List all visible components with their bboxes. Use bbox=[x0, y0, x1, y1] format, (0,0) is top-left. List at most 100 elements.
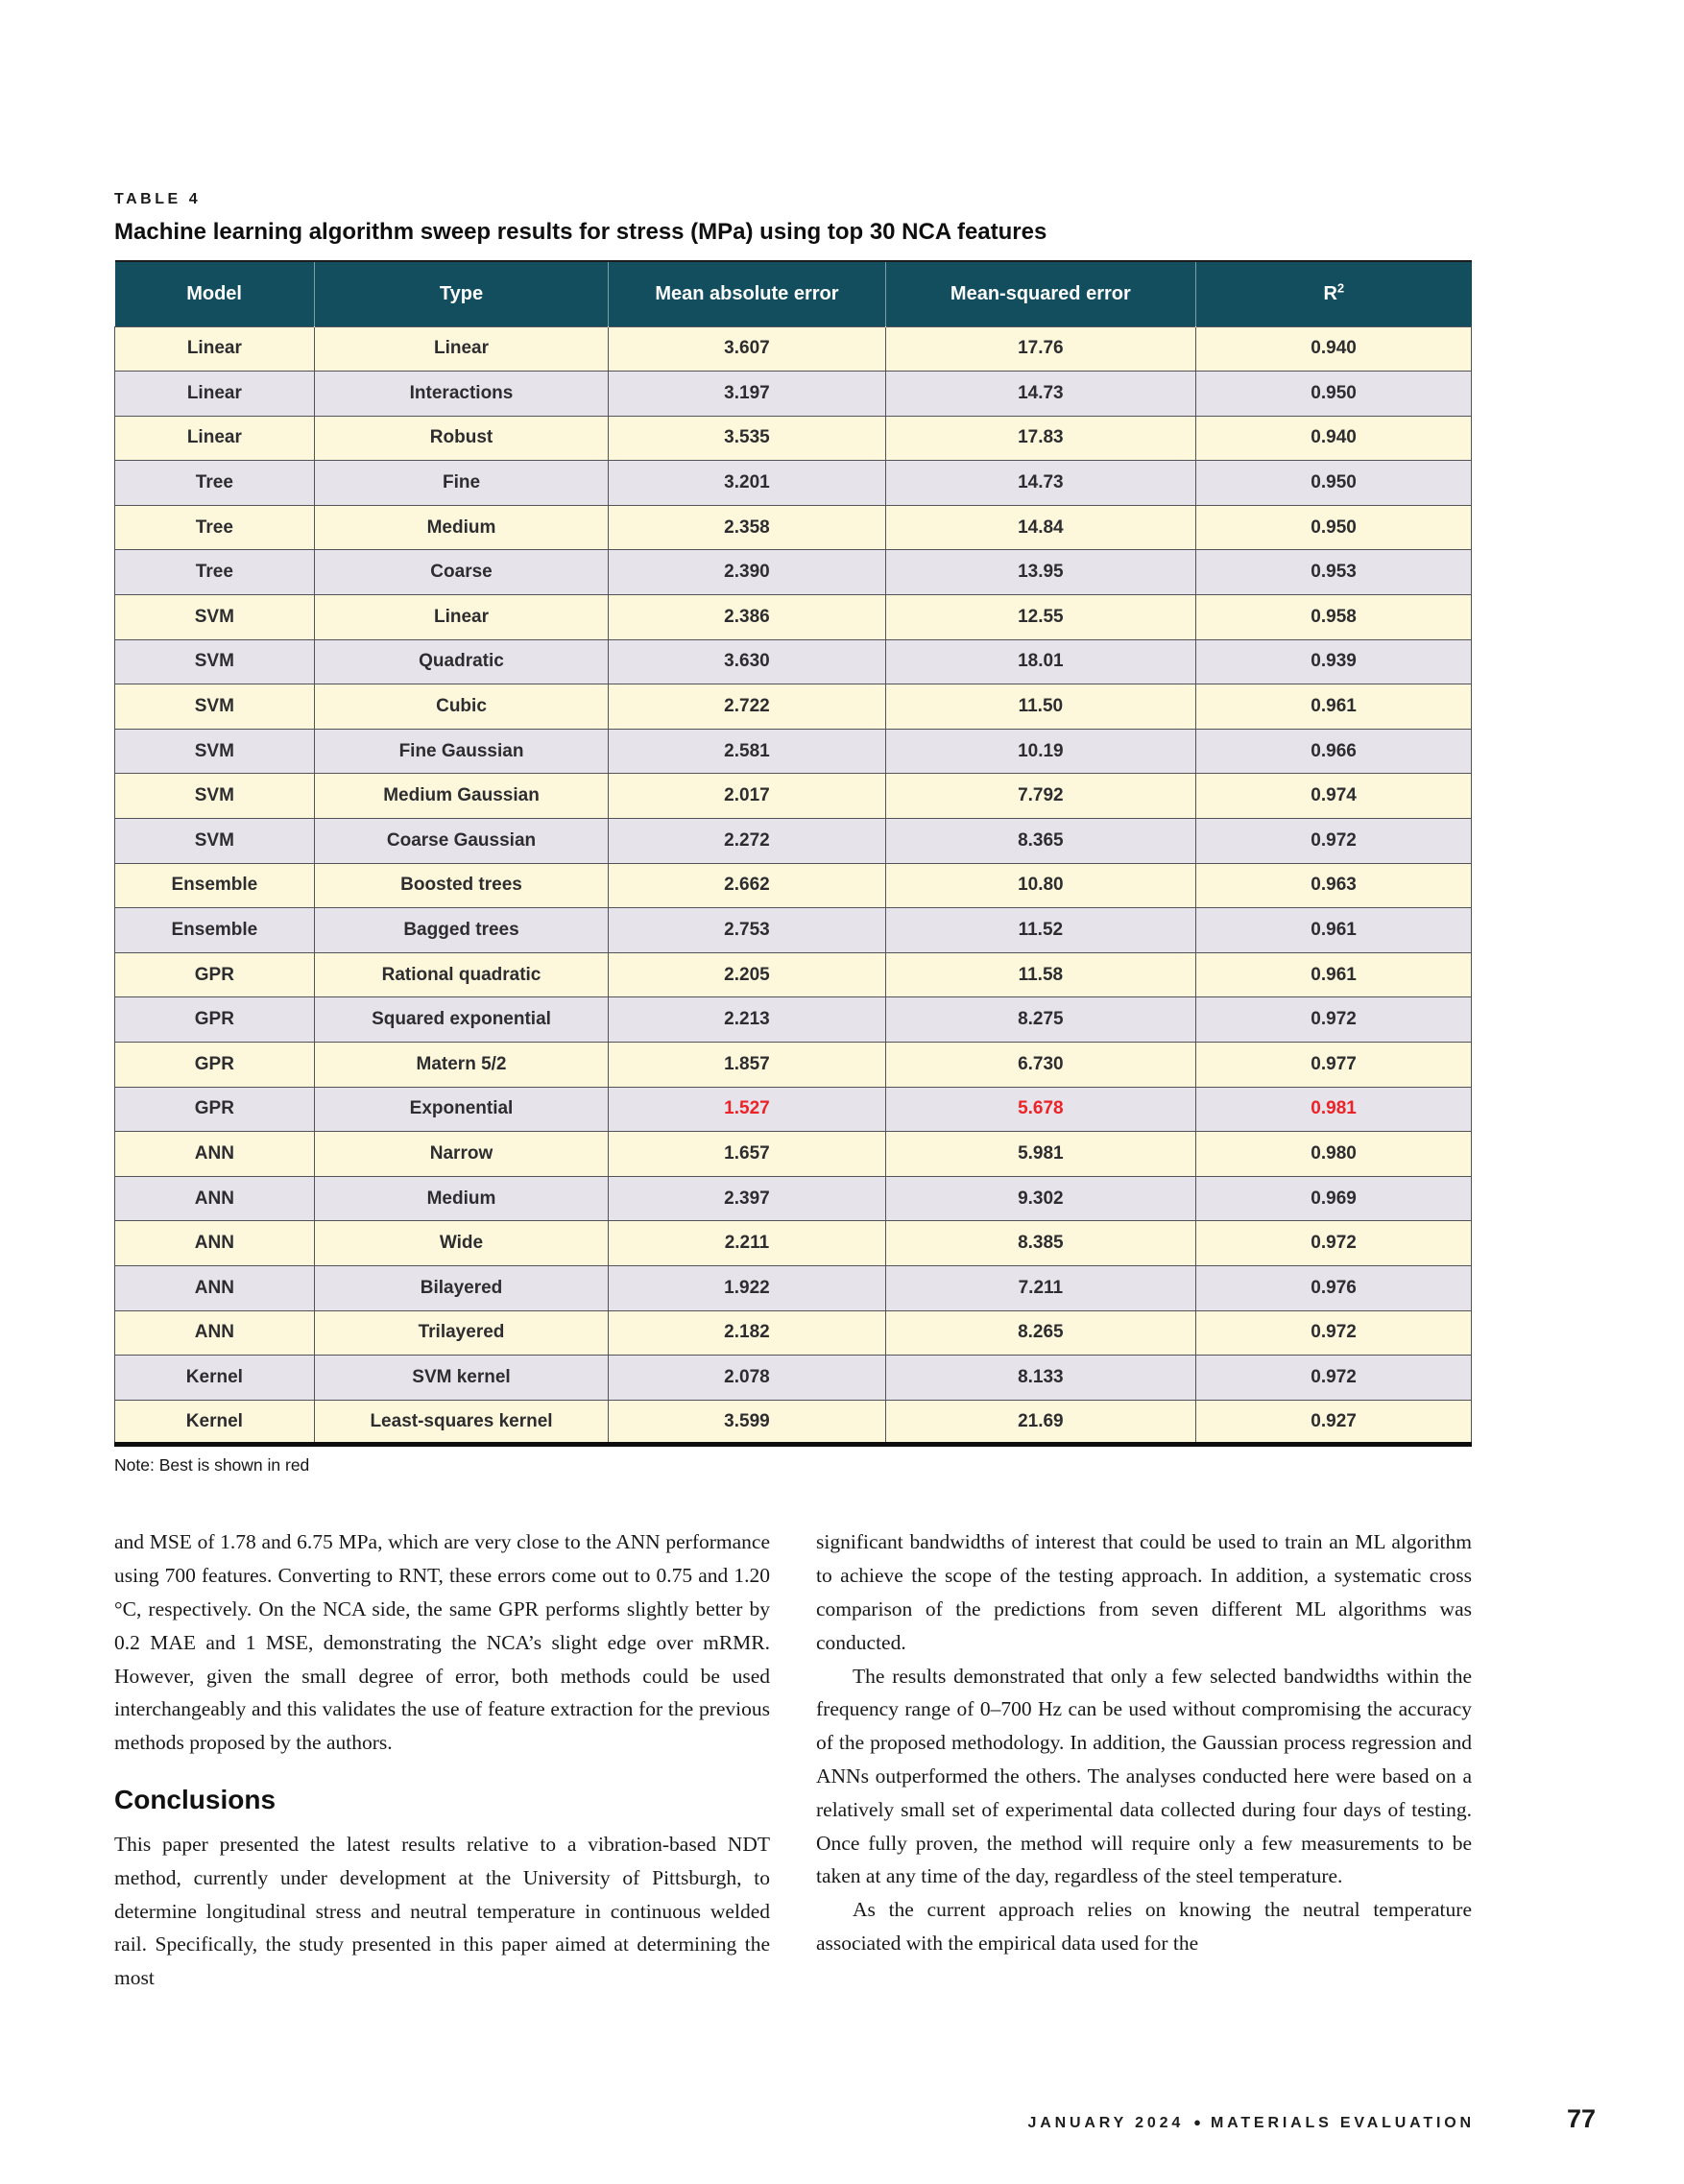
column-header-type: Type bbox=[313, 261, 609, 326]
cell-mean-squared-error: 14.84 bbox=[884, 504, 1197, 551]
cell-model: GPR bbox=[114, 996, 315, 1043]
table-row: ANN Bilayered 1.922 7.211 0.976 bbox=[114, 1264, 1472, 1311]
cell-type: Coarse bbox=[313, 549, 610, 596]
table-row: SVM Medium Gaussian 2.017 7.792 0.974 bbox=[114, 773, 1472, 820]
cell-type: Linear bbox=[313, 325, 610, 372]
cell-r-squared: 0.940 bbox=[1195, 415, 1472, 462]
cell-model: GPR bbox=[114, 1086, 315, 1133]
cell-model: Ensemble bbox=[114, 862, 315, 909]
table-row: Linear Robust 3.535 17.83 0.940 bbox=[114, 415, 1472, 462]
cell-mean-absolute-error: 2.722 bbox=[608, 684, 886, 730]
cell-mean-absolute-error: 1.922 bbox=[608, 1264, 886, 1311]
cell-model: Tree bbox=[114, 549, 315, 596]
issue-date: JANUARY 2024 bbox=[1027, 2115, 1185, 2131]
cell-type: Fine bbox=[313, 460, 610, 506]
table-title: Machine learning algorithm sweep results… bbox=[114, 219, 1047, 245]
cell-mean-absolute-error: 1.527 bbox=[608, 1086, 886, 1133]
table-row: ANN Narrow 1.657 5.981 0.980 bbox=[114, 1131, 1472, 1177]
cell-model: GPR bbox=[114, 951, 315, 998]
cell-mean-squared-error: 7.211 bbox=[884, 1264, 1197, 1311]
cell-model: ANN bbox=[114, 1309, 315, 1356]
table-row: ANN Wide 2.211 8.385 0.972 bbox=[114, 1220, 1472, 1266]
cell-type: Wide bbox=[313, 1220, 610, 1266]
cell-mean-squared-error: 11.58 bbox=[884, 951, 1197, 998]
cell-model: Tree bbox=[114, 460, 315, 506]
cell-mean-squared-error: 17.76 bbox=[884, 325, 1197, 372]
cell-r-squared: 0.972 bbox=[1195, 1220, 1472, 1266]
cell-model: Tree bbox=[114, 504, 315, 551]
cell-type: Fine Gaussian bbox=[313, 728, 610, 775]
cell-r-squared: 0.963 bbox=[1195, 862, 1472, 909]
cell-mean-squared-error: 8.265 bbox=[884, 1309, 1197, 1356]
cell-mean-absolute-error: 2.358 bbox=[608, 504, 886, 551]
cell-model: SVM bbox=[114, 638, 315, 685]
cell-mean-absolute-error: 3.630 bbox=[608, 638, 886, 685]
cell-mean-squared-error: 8.133 bbox=[884, 1355, 1197, 1401]
cell-r-squared: 0.972 bbox=[1195, 996, 1472, 1043]
cell-r-squared: 0.980 bbox=[1195, 1131, 1472, 1177]
cell-type: Medium Gaussian bbox=[313, 773, 610, 820]
cell-mean-squared-error: 11.52 bbox=[884, 907, 1197, 953]
cell-model: GPR bbox=[114, 1042, 315, 1088]
cell-mean-squared-error: 12.55 bbox=[884, 594, 1197, 640]
table-row: Tree Coarse 2.390 13.95 0.953 bbox=[114, 549, 1472, 596]
table-row: GPR Rational quadratic 2.205 11.58 0.961 bbox=[114, 951, 1472, 998]
cell-r-squared: 0.958 bbox=[1195, 594, 1472, 640]
cell-model: Ensemble bbox=[114, 907, 315, 953]
cell-mean-absolute-error: 2.581 bbox=[608, 728, 886, 775]
cell-type: Matern 5/2 bbox=[313, 1042, 610, 1088]
table-row: SVM Cubic 2.722 11.50 0.961 bbox=[114, 684, 1472, 730]
cell-type: Coarse Gaussian bbox=[313, 818, 610, 864]
cell-r-squared: 0.961 bbox=[1195, 951, 1472, 998]
cell-mean-absolute-error: 3.607 bbox=[608, 325, 886, 372]
cell-mean-absolute-error: 2.213 bbox=[608, 996, 886, 1043]
footer: JANUARY 2024 ● MATERIALS EVALUATION 77 bbox=[1027, 2104, 1596, 2134]
cell-mean-squared-error: 13.95 bbox=[884, 549, 1197, 596]
cell-r-squared: 0.950 bbox=[1195, 460, 1472, 506]
column-header-mean-absolute-error: Mean absolute error bbox=[608, 261, 886, 326]
paragraph: This paper presented the latest results … bbox=[114, 1832, 770, 1990]
paragraph: significant bandwidths of interest that … bbox=[816, 1530, 1472, 1654]
cell-mean-absolute-error: 2.662 bbox=[608, 862, 886, 909]
table-row: Kernel SVM kernel 2.078 8.133 0.972 bbox=[114, 1355, 1472, 1401]
bullet-separator-icon: ● bbox=[1193, 2115, 1201, 2129]
cell-type: Bagged trees bbox=[313, 907, 610, 953]
cell-model: SVM bbox=[114, 818, 315, 864]
cell-model: Kernel bbox=[114, 1355, 315, 1401]
column-header-r-squared: R2 bbox=[1195, 261, 1472, 326]
cell-model: ANN bbox=[114, 1264, 315, 1311]
article-column-right: significant bandwidths of interest that … bbox=[816, 1525, 1472, 1995]
table-header-row: Model Type Mean absolute error Mean-squa… bbox=[114, 261, 1472, 326]
cell-model: Kernel bbox=[114, 1399, 315, 1446]
table-row: Linear Interactions 3.197 14.73 0.950 bbox=[114, 371, 1472, 417]
cell-r-squared: 0.940 bbox=[1195, 325, 1472, 372]
cell-mean-absolute-error: 2.386 bbox=[608, 594, 886, 640]
paragraph: As the current approach relies on knowin… bbox=[816, 1898, 1472, 1955]
journal-line: JANUARY 2024 ● MATERIALS EVALUATION bbox=[1027, 2115, 1474, 2132]
cell-mean-squared-error: 21.69 bbox=[884, 1399, 1197, 1446]
table-row: Ensemble Bagged trees 2.753 11.52 0.961 bbox=[114, 907, 1472, 953]
table-row: GPR Matern 5/2 1.857 6.730 0.977 bbox=[114, 1042, 1472, 1088]
cell-r-squared: 0.974 bbox=[1195, 773, 1472, 820]
cell-r-squared: 0.977 bbox=[1195, 1042, 1472, 1088]
cell-r-squared: 0.961 bbox=[1195, 684, 1472, 730]
cell-mean-squared-error: 6.730 bbox=[884, 1042, 1197, 1088]
cell-r-squared: 0.972 bbox=[1195, 1355, 1472, 1401]
cell-r-squared: 0.969 bbox=[1195, 1175, 1472, 1222]
page-content: TABLE 4 Machine learning algorithm sweep… bbox=[114, 0, 1472, 1995]
cell-mean-absolute-error: 2.078 bbox=[608, 1355, 886, 1401]
cell-type: Exponential bbox=[313, 1086, 610, 1133]
cell-mean-absolute-error: 2.205 bbox=[608, 951, 886, 998]
cell-mean-squared-error: 5.981 bbox=[884, 1131, 1197, 1177]
cell-mean-absolute-error: 1.657 bbox=[608, 1131, 886, 1177]
cell-mean-absolute-error: 2.272 bbox=[608, 818, 886, 864]
cell-type: Medium bbox=[313, 504, 610, 551]
cell-type: Squared exponential bbox=[313, 996, 610, 1043]
article-column-left: and MSE of 1.78 and 6.75 MPa, which are … bbox=[114, 1525, 770, 1995]
r-squared-base: R bbox=[1323, 282, 1337, 304]
cell-type: Cubic bbox=[313, 684, 610, 730]
table-row: Linear Linear 3.607 17.76 0.940 bbox=[114, 325, 1472, 372]
cell-r-squared: 0.961 bbox=[1195, 907, 1472, 953]
table-row: Kernel Least-squares kernel 3.599 21.69 … bbox=[114, 1399, 1472, 1446]
